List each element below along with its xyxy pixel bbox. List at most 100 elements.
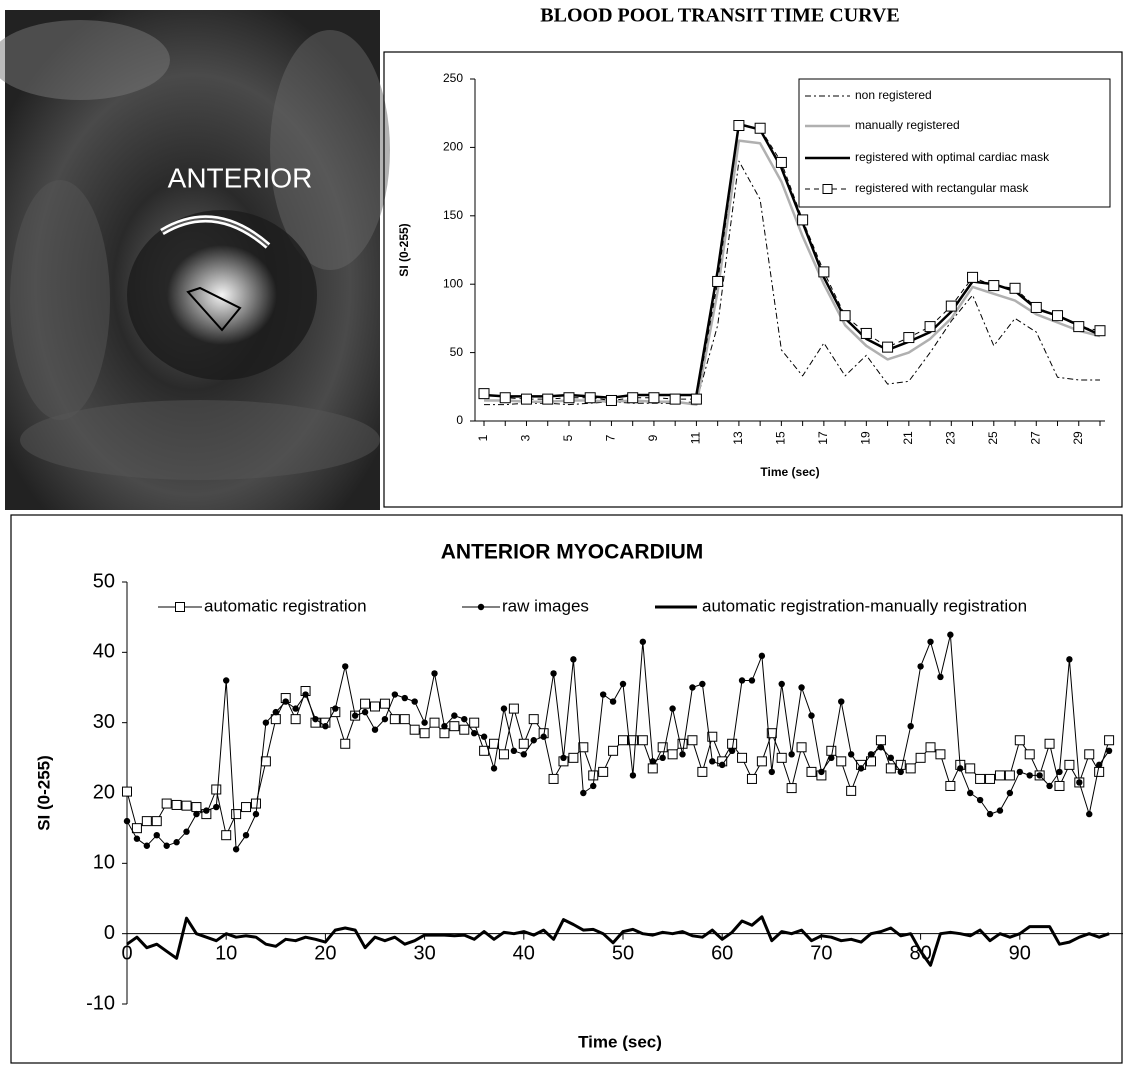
marker <box>508 703 519 714</box>
marker <box>778 680 785 688</box>
marker <box>1046 782 1053 790</box>
marker <box>381 715 389 723</box>
marker <box>639 638 647 645</box>
series-line <box>126 690 1110 836</box>
marker <box>687 735 698 746</box>
bottom-chart-frame <box>10 514 1123 1064</box>
marker <box>875 735 886 746</box>
marker <box>758 652 766 660</box>
marker <box>401 694 408 702</box>
marker <box>563 392 575 404</box>
marker <box>161 798 172 809</box>
marker <box>439 728 450 739</box>
marker <box>1094 325 1106 337</box>
x-tick-label: 19 <box>859 431 873 445</box>
x-tick-label: 60 <box>711 942 733 964</box>
marker <box>657 742 668 753</box>
marker <box>648 392 660 404</box>
series-line <box>483 122 1101 399</box>
marker <box>500 705 508 712</box>
marker <box>469 717 480 728</box>
marker <box>370 701 380 712</box>
marker <box>846 785 857 796</box>
marker <box>818 768 825 776</box>
marker <box>133 835 141 842</box>
y-tick-label: 100 <box>443 276 463 290</box>
marker <box>689 684 696 691</box>
marker <box>775 156 787 168</box>
marker <box>171 799 182 810</box>
marker <box>945 780 956 791</box>
chart-title: BLOOD POOL TRANSIT TIME CURVE <box>540 5 899 27</box>
marker <box>1084 749 1095 760</box>
legend-label: raw images <box>502 596 589 615</box>
x-tick-label: 27 <box>1028 431 1042 445</box>
marker <box>965 763 976 774</box>
marker <box>618 735 628 746</box>
legend-label: automatic registration <box>204 596 367 615</box>
x-axis-label: Time (sec) <box>760 465 819 479</box>
marker <box>885 763 896 774</box>
series-line <box>483 125 1101 401</box>
marker <box>659 754 666 762</box>
marker <box>1026 772 1033 779</box>
marker <box>548 773 559 784</box>
marker <box>669 393 681 405</box>
y-tick-label: 20 <box>93 781 115 803</box>
y-tick-label: 150 <box>443 208 463 222</box>
marker <box>828 754 835 762</box>
marker <box>826 745 837 756</box>
marker <box>709 758 716 765</box>
marker <box>520 393 532 405</box>
marker <box>697 766 708 777</box>
marker <box>627 735 638 746</box>
legend-box <box>798 78 1111 208</box>
series-line <box>126 915 1110 967</box>
chart-title: ANTERIOR MYOCARDIUM <box>441 541 704 564</box>
marker <box>677 738 688 749</box>
marker <box>712 275 724 287</box>
marker <box>518 738 529 749</box>
marker <box>478 388 490 400</box>
marker <box>498 749 509 760</box>
legend-label: registered with optimal cardiac mask <box>855 150 1050 164</box>
series-line <box>126 634 1110 850</box>
marker <box>1104 735 1115 746</box>
marker <box>1009 282 1021 294</box>
marker <box>768 768 775 776</box>
x-tick-label: 30 <box>413 942 435 964</box>
marker <box>649 758 656 765</box>
top-chart-frame <box>383 51 1123 508</box>
marker <box>181 800 192 811</box>
marker <box>163 842 170 849</box>
marker <box>976 796 984 804</box>
mri-image: ANTERIOR <box>0 10 390 510</box>
marker <box>669 705 676 712</box>
marker <box>312 715 319 723</box>
marker <box>986 810 994 818</box>
marker <box>411 698 418 705</box>
marker <box>1076 779 1083 786</box>
marker <box>1073 321 1085 333</box>
marker <box>957 765 964 772</box>
marker <box>738 677 746 684</box>
marker <box>629 772 637 779</box>
marker <box>1054 780 1065 791</box>
marker <box>598 766 609 777</box>
marker <box>860 327 872 339</box>
x-tick-label: 25 <box>986 431 1000 445</box>
marker <box>1024 749 1035 760</box>
marker <box>967 271 979 283</box>
marker <box>1004 770 1015 781</box>
marker <box>1052 310 1064 322</box>
marker <box>252 810 260 818</box>
legend-marker <box>822 184 833 194</box>
x-tick-label: 70 <box>810 942 832 964</box>
marker <box>797 214 809 226</box>
marker <box>528 714 539 725</box>
marker <box>605 394 617 406</box>
marker <box>441 722 448 730</box>
marker <box>798 684 805 691</box>
x-tick-label: 3 <box>519 434 533 441</box>
